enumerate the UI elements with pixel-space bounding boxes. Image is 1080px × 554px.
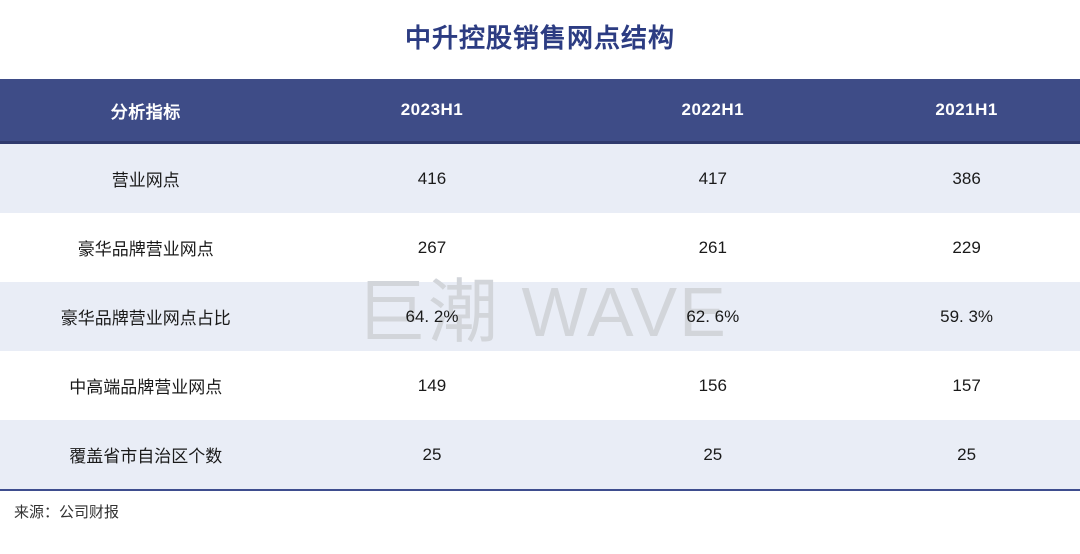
source-note: 来源：公司财报 — [14, 504, 120, 521]
column-header-2023h1: 2023H1 — [291, 79, 573, 144]
table-row: 覆盖省市自治区个数 25 25 25 — [0, 420, 1080, 490]
page: 中升控股销售网点结构 分析指标 2023H1 2022H1 2021H1 营业网… — [0, 18, 1080, 522]
cell-value: 157 — [952, 375, 981, 395]
table-row: 豪华品牌营业网点占比 64. 2% 62. 6% 59. 3% — [0, 282, 1080, 351]
cell-value: 229 — [952, 237, 981, 257]
column-header-indicator: 分析指标 — [0, 79, 292, 144]
cell-value: 59. 3% — [940, 306, 994, 326]
sales-network-table: 分析指标 2023H1 2022H1 2021H1 营业网点 416 417 3… — [0, 79, 1080, 491]
cell-value: 267 — [417, 237, 447, 257]
cell-value: 156 — [698, 375, 727, 395]
column-header-2021h1: 2021H1 — [853, 79, 1080, 144]
column-header-2022h1: 2022H1 — [572, 79, 854, 144]
cell-value: 25 — [422, 444, 442, 464]
row-label: 豪华品牌营业网点占比 — [60, 309, 231, 328]
cell-value: 416 — [417, 168, 447, 188]
row-label: 中高端品牌营业网点 — [69, 378, 223, 397]
cell-value: 386 — [952, 168, 981, 188]
cell-value: 25 — [703, 444, 723, 464]
cell-value: 64. 2% — [405, 306, 459, 326]
table-row: 中高端品牌营业网点 149 156 157 — [0, 351, 1080, 420]
row-label: 豪华品牌营业网点 — [77, 240, 214, 259]
table-row: 营业网点 416 417 386 — [0, 142, 1080, 213]
cell-value: 417 — [698, 168, 727, 188]
cell-value: 261 — [698, 237, 727, 257]
table-row: 豪华品牌营业网点 267 261 229 — [0, 213, 1080, 282]
table-header-row: 分析指标 2023H1 2022H1 2021H1 — [0, 79, 1080, 144]
data-table: 分析指标 2023H1 2022H1 2021H1 营业网点 416 417 3… — [0, 79, 1080, 491]
cell-value: 62. 6% — [686, 306, 740, 326]
cell-value: 149 — [417, 375, 447, 395]
row-label: 覆盖省市自治区个数 — [69, 447, 223, 466]
cell-value: 25 — [957, 444, 977, 464]
row-label: 营业网点 — [111, 171, 180, 190]
page-title: 中升控股销售网点结构 — [404, 23, 675, 53]
